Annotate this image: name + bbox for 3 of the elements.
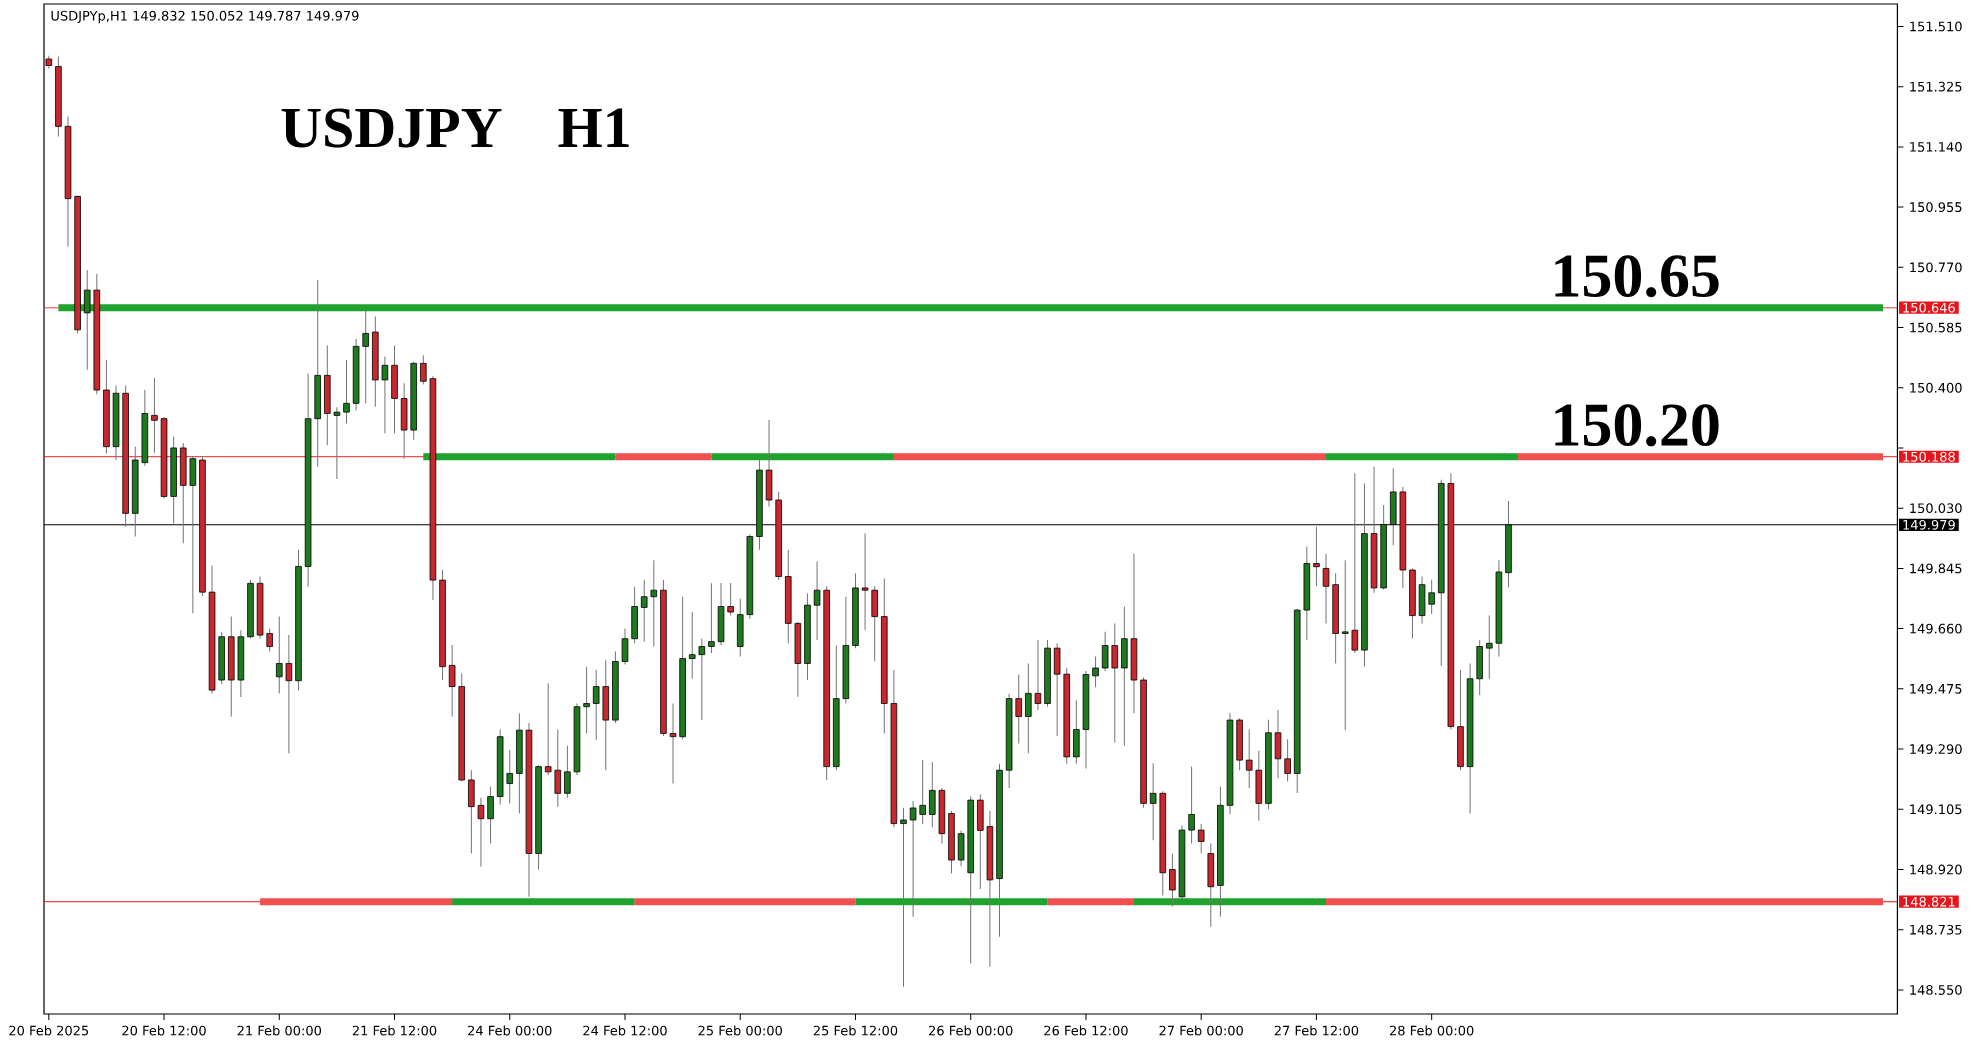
annotation: 150.20 <box>1555 404 1719 447</box>
text: USDJPY H1 <box>281 108 629 148</box>
annotation: 150.65 <box>1555 255 1719 298</box>
